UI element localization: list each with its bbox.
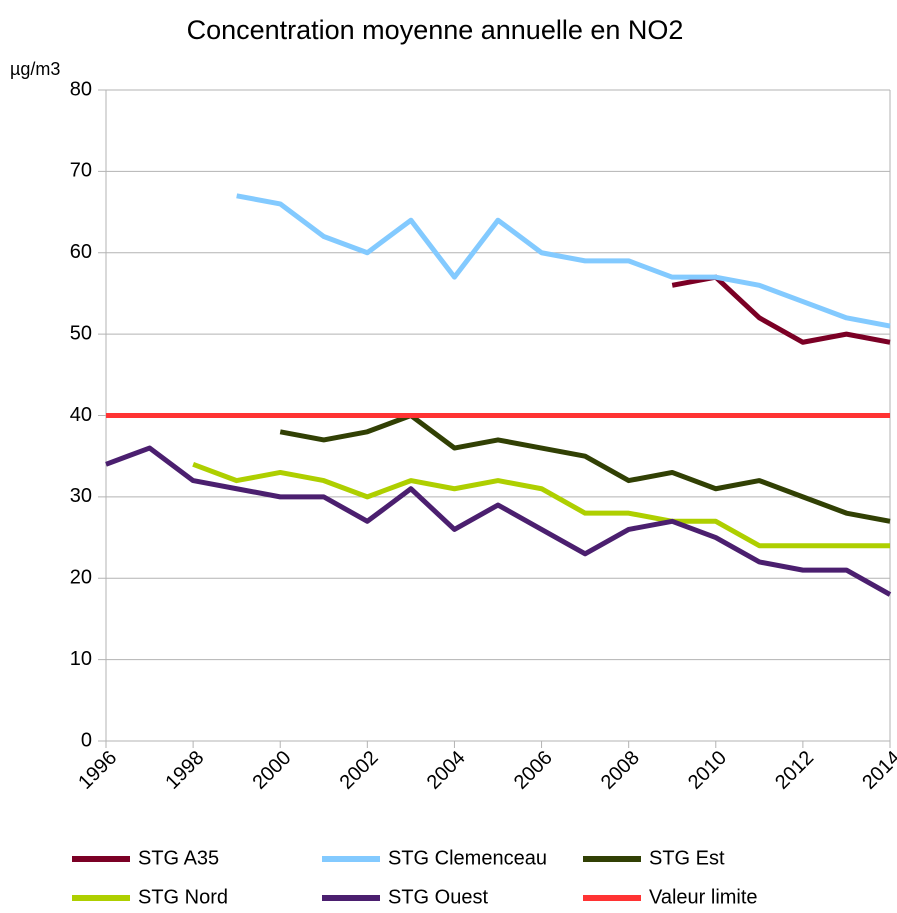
x-tick-label: 2010: [684, 747, 731, 794]
x-tick-label: 2012: [771, 747, 818, 794]
x-tick-label: 1998: [161, 747, 208, 794]
x-tick-label: 2000: [248, 747, 295, 794]
x-tick-label: 2002: [336, 747, 383, 794]
series-line: [279, 413, 891, 524]
legend-label: STG Ouest: [388, 886, 488, 908]
legend-label: STG Clemenceau: [388, 847, 547, 869]
chart-title: Concentration moyenne annuelle en NO2: [187, 15, 684, 45]
y-tick-label: 70: [70, 160, 92, 182]
legend-label: STG A35: [138, 847, 219, 869]
y-tick-label: 50: [70, 322, 92, 344]
x-tick-label: 2014: [858, 747, 897, 794]
y-tick-label: 20: [70, 567, 92, 589]
y-tick-label: 60: [70, 241, 92, 263]
series-line: [192, 461, 890, 549]
y-tick-label: 40: [70, 404, 92, 426]
series-line: [671, 274, 891, 345]
y-tick-label: 10: [70, 648, 92, 670]
series-line: [105, 445, 892, 597]
x-tick-label: 2006: [510, 747, 557, 794]
x-tick-label: 1996: [74, 747, 121, 794]
y-tick-label: 0: [81, 729, 92, 751]
legend-label: Valeur limite: [649, 886, 758, 908]
x-tick-label: 2004: [423, 747, 470, 794]
x-tick-label: 2008: [597, 747, 644, 794]
y-axis-label: µg/m3: [10, 59, 60, 79]
series-line: [236, 193, 891, 329]
y-tick-label: 80: [70, 78, 92, 100]
legend-label: STG Nord: [138, 886, 228, 908]
legend-label: STG Est: [649, 847, 725, 869]
y-tick-label: 30: [70, 485, 92, 507]
